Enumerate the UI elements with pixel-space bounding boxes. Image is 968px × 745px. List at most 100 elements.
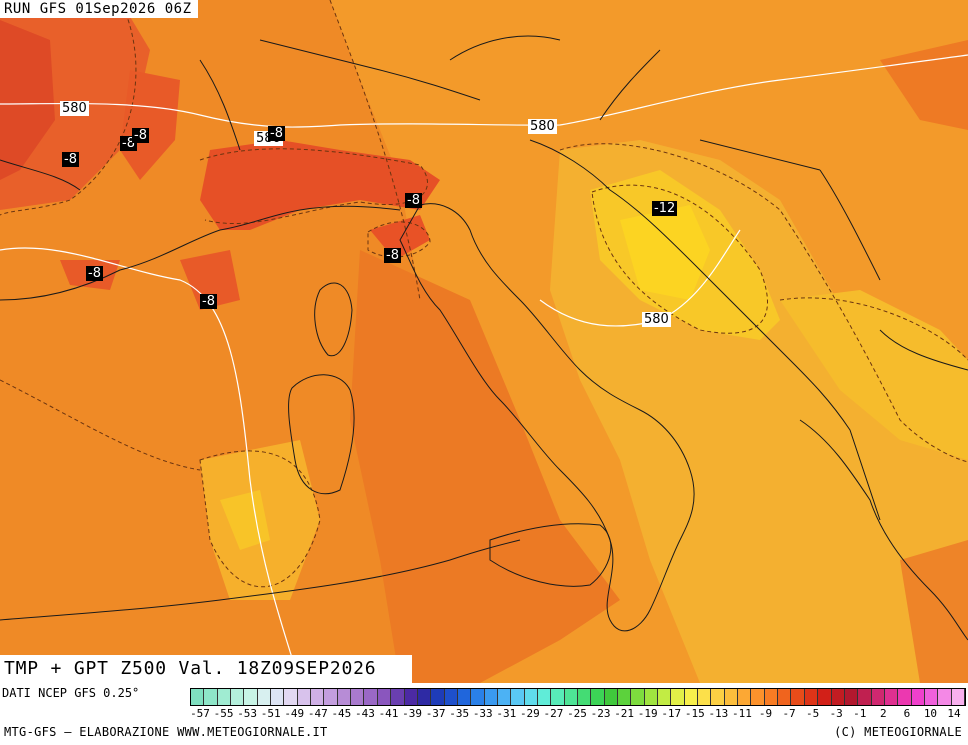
temperature-pocket-northeast bbox=[880, 40, 968, 130]
temperature-label: -8 bbox=[268, 126, 285, 141]
run-info-label: RUN GFS 01Sep2026 06Z bbox=[0, 0, 198, 18]
colorbar-tick-label: -17 bbox=[661, 707, 682, 720]
colorbar-swatch bbox=[791, 689, 805, 705]
colorbar-swatch bbox=[751, 689, 765, 705]
temperature-colorbar bbox=[190, 688, 966, 706]
temperature-label: -12 bbox=[652, 201, 678, 216]
temperature-label: -8 bbox=[86, 266, 103, 281]
colorbar-swatch bbox=[484, 689, 498, 705]
colorbar-swatch bbox=[271, 689, 285, 705]
temperature-pocket-france bbox=[120, 70, 180, 180]
colorbar-tick-label: -37 bbox=[425, 707, 446, 720]
colorbar-swatch bbox=[858, 689, 872, 705]
colorbar-swatch bbox=[764, 689, 779, 705]
colorbar-tick-label: -5 bbox=[806, 707, 820, 720]
colorbar-swatch bbox=[351, 689, 365, 705]
colorbar-swatch bbox=[257, 689, 272, 705]
colorbar-tick-label: -57 bbox=[190, 707, 210, 720]
colorbar-tick-label: -29 bbox=[519, 707, 540, 720]
colorbar-swatch bbox=[724, 689, 739, 705]
isotherm-lines bbox=[0, 0, 968, 588]
colorbar-tick-label: -51 bbox=[260, 707, 281, 720]
colorbar-tick-label: -3 bbox=[829, 707, 843, 720]
colorbar-swatch bbox=[564, 689, 578, 705]
colorbar-swatch bbox=[297, 689, 312, 705]
colorbar-swatch bbox=[778, 689, 792, 705]
colorbar-swatch bbox=[884, 689, 899, 705]
colorbar-tick-label: 2 bbox=[880, 707, 887, 720]
colorbar-tick-label: -39 bbox=[402, 707, 422, 720]
geopotential-label: 580 bbox=[528, 119, 557, 134]
colorbar-swatch bbox=[631, 689, 645, 705]
data-source-label: DATI NCEP GFS 0.25° bbox=[2, 686, 140, 700]
colorbar-swatch bbox=[497, 689, 512, 705]
temperature-pocket-alps bbox=[200, 140, 440, 230]
colorbar-swatch bbox=[738, 689, 752, 705]
colorbar-swatch bbox=[191, 689, 205, 705]
colorbar-swatch bbox=[938, 689, 952, 705]
colorbar-swatch bbox=[577, 689, 592, 705]
colorbar-tick-label: -19 bbox=[637, 707, 658, 720]
colorbar-swatch bbox=[511, 689, 525, 705]
colorbar-tick-label: -9 bbox=[758, 707, 773, 720]
colorbar-tick-label: 6 bbox=[903, 707, 911, 720]
credit-right: (C) METEOGIORNALE bbox=[834, 725, 962, 739]
colorbar-swatch bbox=[618, 689, 632, 705]
colorbar-tick-label: -25 bbox=[567, 707, 587, 720]
colorbar-tick-label: 14 bbox=[947, 707, 961, 720]
colorbar-swatch bbox=[431, 689, 445, 705]
colorbar-tick-label: 10 bbox=[923, 707, 938, 720]
colorbar-tick-label: -53 bbox=[237, 707, 258, 720]
colorbar-swatch bbox=[377, 689, 392, 705]
colorbar-swatch bbox=[871, 689, 885, 705]
temperature-label: -8 bbox=[405, 193, 422, 208]
colorbar-swatch bbox=[471, 689, 485, 705]
credit-left: MTG-GFS – ELABORAZIONE WWW.METEOGIORNALE… bbox=[4, 725, 328, 739]
colorbar-tick-label: -47 bbox=[307, 707, 328, 720]
temperature-field-map bbox=[0, 0, 968, 683]
colorbar-tick-label: -27 bbox=[543, 707, 564, 720]
colorbar-tick-label: -43 bbox=[355, 707, 375, 720]
colorbar-tick-label: -11 bbox=[732, 707, 752, 720]
colorbar-tick-label: -35 bbox=[449, 707, 470, 720]
colorbar-swatch bbox=[591, 689, 605, 705]
temperature-label: -8 bbox=[62, 152, 79, 167]
colorbar-swatch bbox=[951, 689, 965, 705]
temperature-region-central-sea bbox=[350, 250, 620, 683]
colorbar-swatch bbox=[684, 689, 699, 705]
colorbar-labels: -57 -55 -53 -51 -49 -47 -45 -43 -41 -39 -37 -35 -33-… bbox=[190, 707, 966, 721]
colorbar-swatch bbox=[658, 689, 672, 705]
temperature-cold-core bbox=[620, 205, 710, 300]
colorbar-swatch bbox=[417, 689, 432, 705]
temperature-label: -8 bbox=[132, 128, 149, 143]
colorbar-tick-label: -21 bbox=[614, 707, 635, 720]
temperature-label: -8 bbox=[200, 294, 217, 309]
colorbar-tick-label: -45 bbox=[331, 707, 352, 720]
colorbar-swatch bbox=[898, 689, 912, 705]
colorbar-swatch bbox=[284, 689, 298, 705]
colorbar-swatch bbox=[311, 689, 325, 705]
colorbar-swatch bbox=[337, 689, 352, 705]
temperature-core-northwest bbox=[0, 20, 55, 180]
colorbar-swatch bbox=[444, 689, 458, 705]
colorbar-tick-label: -55 bbox=[213, 707, 234, 720]
colorbar-swatch bbox=[671, 689, 685, 705]
colorbar-swatch bbox=[404, 689, 418, 705]
colorbar-swatch bbox=[924, 689, 939, 705]
colorbar-tick-label: -33 bbox=[472, 707, 493, 720]
colorbar-swatch bbox=[698, 689, 712, 705]
temperature-pocket-algeria bbox=[220, 490, 270, 550]
colorbar-tick-label: -41 bbox=[378, 707, 399, 720]
geopotential-label: 580 bbox=[642, 312, 671, 327]
temperature-pocket-tuscany bbox=[370, 215, 430, 260]
colorbar-swatch bbox=[537, 689, 552, 705]
colorbar-tick-label: -23 bbox=[590, 707, 611, 720]
colorbar-swatch bbox=[217, 689, 232, 705]
colorbar-swatch bbox=[524, 689, 538, 705]
colorbar-swatch bbox=[818, 689, 832, 705]
colorbar-tick-label: -15 bbox=[684, 707, 705, 720]
colorbar-swatch bbox=[911, 689, 925, 705]
colorbar-swatch bbox=[324, 689, 338, 705]
colorbar-tick-label: -31 bbox=[496, 707, 517, 720]
